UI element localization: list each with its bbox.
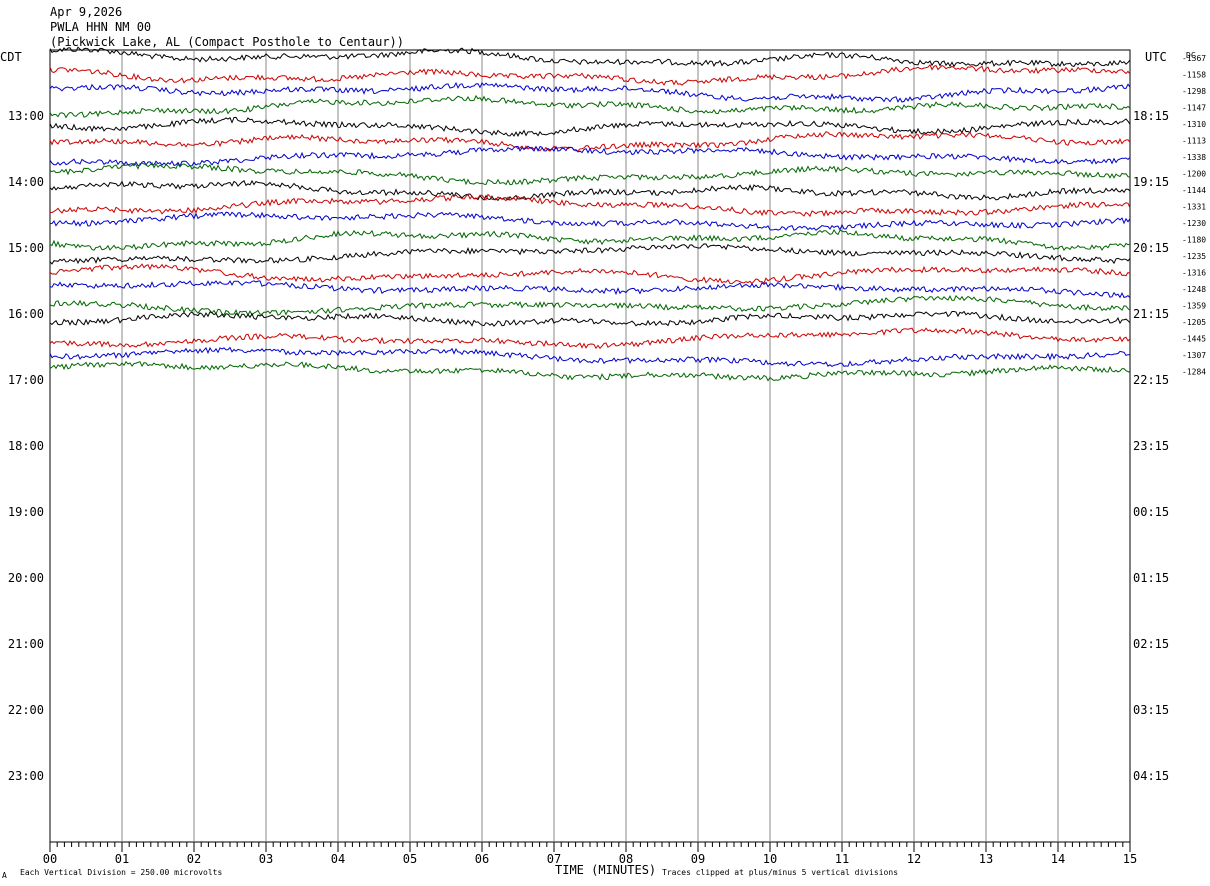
trace-line bbox=[49, 94, 1131, 119]
left-tick-label: 22:00 bbox=[8, 703, 44, 717]
dc-value: -1445 bbox=[1182, 335, 1206, 344]
dc-value: -1113 bbox=[1182, 137, 1206, 146]
trace-line bbox=[49, 161, 1131, 186]
dc-value: -1147 bbox=[1182, 104, 1206, 113]
right-tick-label: 21:15 bbox=[1133, 307, 1169, 321]
x-tick-label: 05 bbox=[403, 852, 417, 866]
header-station: PWLA HHN NM 00 bbox=[50, 20, 151, 34]
dc-value: -1359 bbox=[1182, 302, 1206, 311]
left-tick-label: 13:00 bbox=[8, 109, 44, 123]
trace-line bbox=[49, 116, 1131, 137]
x-tick-label: 07 bbox=[547, 852, 561, 866]
trace-line bbox=[49, 263, 1131, 285]
x-tick-label: 08 bbox=[619, 852, 633, 866]
left-tick-label: 15:00 bbox=[8, 241, 44, 255]
trace-line bbox=[49, 81, 1131, 103]
right-tick-label: 03:15 bbox=[1133, 703, 1169, 717]
x-tick-label: 01 bbox=[115, 852, 129, 866]
left-tick-label: 23:00 bbox=[8, 769, 44, 783]
x-tick-label: 02 bbox=[187, 852, 201, 866]
right-tick-label: 00:15 bbox=[1133, 505, 1169, 519]
trace-line bbox=[49, 211, 1131, 231]
x-tick-label: 00 bbox=[43, 852, 57, 866]
x-tick-label: 14 bbox=[1051, 852, 1065, 866]
right-tick-label: 02:15 bbox=[1133, 637, 1169, 651]
right-tick-label: 04:15 bbox=[1133, 769, 1169, 783]
dc-value: -1307 bbox=[1182, 351, 1206, 360]
dc-value: -1200 bbox=[1182, 170, 1206, 179]
x-tick-label: 04 bbox=[331, 852, 345, 866]
trace-line bbox=[49, 179, 1131, 202]
dc-value: -1158 bbox=[1182, 71, 1206, 80]
right-tick-label: 23:15 bbox=[1133, 439, 1169, 453]
left-tick-label: 17:00 bbox=[8, 373, 44, 387]
header-location: (Pickwick Lake, AL (Compact Posthole to … bbox=[50, 35, 404, 49]
trace-line bbox=[49, 280, 1131, 299]
left-tick-label: 16:00 bbox=[8, 307, 44, 321]
dc-values: -1367 -1158 -1298 -1147 -1310 -1113 -1338 -1200… bbox=[1182, 54, 1206, 377]
right-tick-label: 01:15 bbox=[1133, 571, 1169, 585]
x-tick-label: 09 bbox=[691, 852, 705, 866]
dc-value: -1284 bbox=[1182, 368, 1206, 377]
left-tick-label: 19:00 bbox=[8, 505, 44, 519]
right-tick-label: 19:15 bbox=[1133, 175, 1169, 189]
clip-note: Traces clipped at plus/minus 5 vertical … bbox=[662, 868, 898, 877]
right-time-ticks: 18:15 19:15 20:15 21:15 22:15 23:15 00:15 01:15… bbox=[1133, 109, 1169, 783]
trace-line bbox=[49, 145, 1131, 168]
right-tick-label: 22:15 bbox=[1133, 373, 1169, 387]
x-tick-label: 10 bbox=[763, 852, 777, 866]
trace-line bbox=[49, 310, 1131, 327]
dc-value: -1180 bbox=[1182, 236, 1206, 245]
dc-value: -1248 bbox=[1182, 285, 1206, 294]
dc-value: -1235 bbox=[1182, 252, 1206, 261]
seismic-traces bbox=[49, 46, 1131, 382]
dc-value: -1367 bbox=[1182, 54, 1206, 63]
x-tick-label: 11 bbox=[835, 852, 849, 866]
trace-line bbox=[49, 193, 1131, 218]
dc-value: -1205 bbox=[1182, 318, 1206, 327]
x-axis: 00 01 02 03 04 05 06 07 08 09 10 11 12 13 14 15 bbox=[43, 842, 1137, 866]
x-tick-label: 15 bbox=[1123, 852, 1137, 866]
header-date: Apr 9,2026 bbox=[50, 5, 122, 19]
right-tick-label: 20:15 bbox=[1133, 241, 1169, 255]
trace-line bbox=[49, 46, 1131, 68]
trace-line bbox=[49, 327, 1131, 350]
left-tick-label: 18:00 bbox=[8, 439, 44, 453]
trace-line bbox=[49, 229, 1131, 252]
dc-value: -1338 bbox=[1182, 153, 1206, 162]
dc-value: -1230 bbox=[1182, 219, 1206, 228]
right-tick-label: 18:15 bbox=[1133, 109, 1169, 123]
dc-value: -1310 bbox=[1182, 120, 1206, 129]
dc-value: -1331 bbox=[1182, 203, 1206, 212]
trace-line bbox=[49, 294, 1131, 317]
left-tick-label: 14:00 bbox=[8, 175, 44, 189]
trace-line bbox=[49, 360, 1131, 382]
dc-value: -1144 bbox=[1182, 186, 1206, 195]
x-tick-label: 03 bbox=[259, 852, 273, 866]
dc-value: -1316 bbox=[1182, 269, 1206, 278]
right-axis-label: UTC bbox=[1145, 50, 1167, 64]
trace-line bbox=[49, 243, 1131, 265]
trace-line bbox=[49, 346, 1130, 368]
left-time-ticks: 13:00 14:00 15:00 16:00 17:00 18:00 19:00 20:00… bbox=[8, 109, 44, 783]
dc-label: DC bbox=[1186, 51, 1196, 60]
corner-mark: A bbox=[2, 871, 7, 880]
left-tick-label: 20:00 bbox=[8, 571, 44, 585]
vertical-grid bbox=[121, 50, 1059, 842]
left-tick-label: 21:00 bbox=[8, 637, 44, 651]
x-tick-label: 06 bbox=[475, 852, 489, 866]
trace-line bbox=[49, 63, 1131, 86]
dc-value: -1298 bbox=[1182, 87, 1206, 96]
left-axis-label: CDT bbox=[0, 50, 22, 64]
x-tick-label: 12 bbox=[907, 852, 921, 866]
x-tick-label: 13 bbox=[979, 852, 993, 866]
scale-note: Each Vertical Division = 250.00 microvol… bbox=[20, 868, 222, 877]
x-axis-title: TIME (MINUTES) bbox=[555, 863, 656, 877]
